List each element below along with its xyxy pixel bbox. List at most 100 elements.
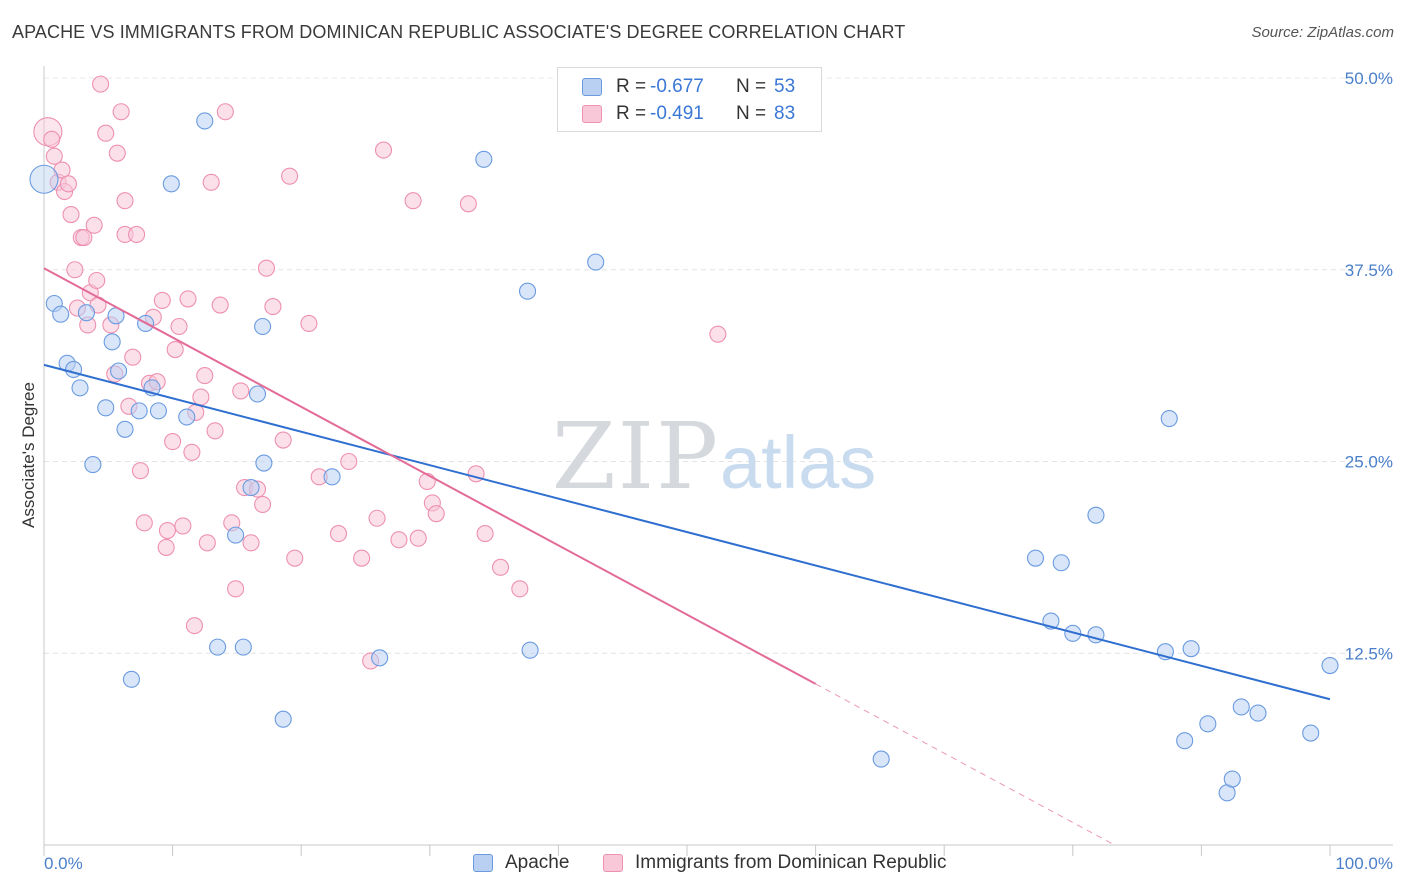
apache-point [122, 670, 140, 688]
dominican-point [196, 367, 214, 385]
dominican-point [227, 580, 245, 598]
legend-n-label: N = [736, 103, 767, 124]
dominican-point [409, 529, 427, 547]
svg-text:ZIP: ZIP [552, 403, 720, 510]
x-tick-label: 100.0% [1335, 854, 1393, 873]
dominican-point [166, 340, 184, 359]
apache-point [77, 304, 95, 322]
apache-point [103, 333, 121, 351]
apache-point [1223, 770, 1241, 788]
dominican-point [183, 443, 201, 461]
trendlines [43, 267, 1331, 846]
dominican-point [128, 225, 146, 244]
dominican-point [179, 290, 197, 308]
dominican-point [211, 296, 229, 314]
dominican-point [418, 472, 436, 490]
apache-point [1052, 554, 1070, 572]
dominican-point [281, 167, 299, 185]
apache-point [71, 379, 89, 397]
apache-point [130, 402, 148, 420]
series-legend: Apache Immigrants from Dominican Republi… [0, 852, 1406, 878]
dominican-point [300, 314, 318, 332]
dominican-point [92, 75, 110, 93]
dominican-point [157, 538, 175, 556]
apache-point [52, 305, 70, 323]
apache-point [274, 710, 292, 728]
dominican-point [353, 549, 371, 567]
dominican-point [198, 534, 216, 552]
apache-point [1026, 549, 1045, 567]
apache-point [1160, 409, 1178, 428]
dominican-point [124, 348, 142, 366]
dominican-point [108, 144, 126, 162]
apache-point [84, 456, 102, 474]
legend-item-dominican: Immigrants from Dominican Republic [603, 852, 947, 874]
dominican-point [158, 521, 177, 540]
dominican-swatch-icon [582, 105, 602, 123]
y-axis-label: Associate's Degree [19, 382, 38, 528]
dominican-point [368, 509, 386, 527]
dominican-point [43, 130, 61, 148]
apache-point [521, 641, 539, 659]
dominican-point [254, 495, 272, 514]
dominican-point [135, 514, 153, 532]
dominican-point [709, 325, 727, 343]
dominican-point [374, 141, 393, 159]
dominican-point [257, 259, 276, 277]
apache-point [475, 150, 493, 168]
apache-swatch-icon [473, 854, 493, 872]
legend-n-value: 53 [774, 76, 796, 97]
legend-item-apache: Apache [473, 852, 569, 874]
dominican-point [185, 617, 204, 635]
dominican-point [264, 298, 282, 316]
dominican-point [511, 580, 529, 598]
apache-point [254, 317, 272, 336]
apache-point [1249, 704, 1267, 722]
legend-row-dominican: R = -0.491 N = 83 [582, 101, 795, 127]
legend-r-label: R = [616, 103, 647, 124]
y-tick-label: 25.0% [1345, 453, 1393, 472]
apache-point [209, 638, 227, 656]
dominican-point [192, 388, 210, 406]
legend-row-apache: R = -0.677 N = 53 [582, 74, 795, 100]
dominican-point [404, 192, 422, 210]
y-tick-label: 37.5% [1345, 261, 1393, 280]
dominican-point [131, 462, 149, 480]
apache-point [1087, 506, 1105, 524]
apache-point [29, 164, 59, 194]
dominican-point [274, 431, 292, 449]
dominican-point [75, 228, 93, 247]
apache-point [1232, 698, 1250, 716]
apache-point [178, 408, 196, 426]
dominican-point [286, 549, 304, 567]
dominican-point [329, 525, 348, 543]
apache-point [110, 362, 128, 380]
x-tick-label: 0.0% [44, 854, 83, 873]
dominican-point [491, 558, 510, 576]
dominican-point [153, 291, 171, 309]
legend-dominican-label: Immigrants from Dominican Republic [635, 852, 947, 873]
grid [44, 77, 1393, 654]
legend-n-label: N = [736, 76, 767, 97]
dominican-point [59, 175, 77, 193]
apache-swatch-icon [582, 78, 602, 96]
apache-point [196, 112, 214, 130]
legend-apache-label: Apache [505, 852, 570, 873]
apache-point [323, 468, 341, 486]
legend-r-value: -0.677 [650, 76, 704, 97]
correlation-legend: R = -0.677 N = 53 R = -0.491 N = 83 [557, 67, 822, 132]
apache-point [1176, 732, 1194, 750]
dominican-trendline [43, 267, 817, 685]
dominican-point [85, 216, 103, 234]
apache-point [1199, 715, 1217, 733]
tick-labels: 12.5% 25.0% 37.5% 50.0% 0.0% 100.0% [44, 69, 1393, 873]
dominican-point [459, 195, 477, 213]
dominican-point [45, 147, 63, 165]
legend-r-value: -0.491 [650, 103, 704, 124]
dominican-point [390, 531, 408, 549]
dominican-point [116, 192, 134, 210]
axes [43, 66, 1393, 856]
apache-point [872, 750, 890, 768]
dominican-point [88, 271, 106, 290]
